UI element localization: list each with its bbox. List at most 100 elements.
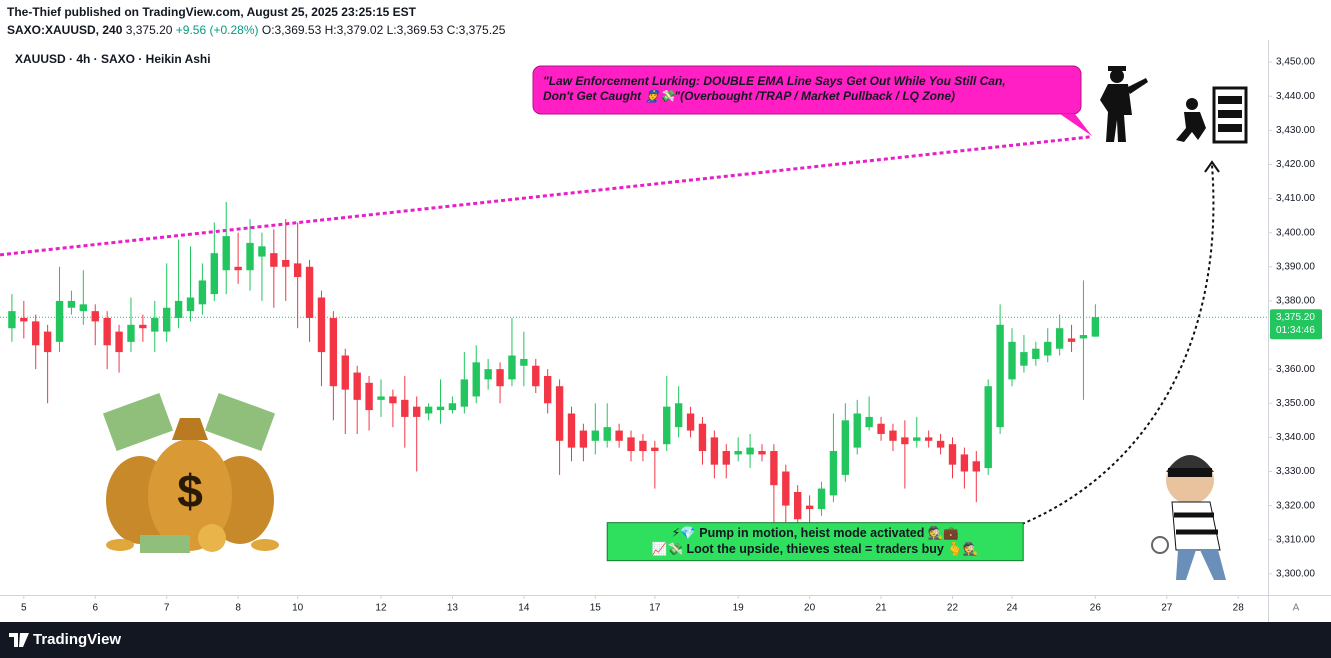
x-tick-label: 20 [804, 603, 816, 614]
x-tick-label: 24 [1006, 603, 1018, 614]
candle-body [162, 307, 171, 332]
candle-body [532, 365, 540, 387]
x-tick-label: 7 [164, 603, 170, 614]
x-tick-label: 8 [235, 603, 241, 614]
candle-body [651, 447, 659, 452]
y-tick-label: 3,360.00 [1276, 364, 1315, 375]
candle-body [877, 423, 885, 434]
candle-body [401, 399, 409, 417]
candle-body [424, 406, 433, 414]
candle-body [222, 236, 230, 271]
signal-line: 📈💸 Loot the upside, thieves steal = trad… [652, 541, 979, 556]
symbol-line: SAXO:XAUUSD, 240 3,375.20 +9.56 (+0.28%)… [7, 23, 505, 37]
y-tick-label: 3,380.00 [1276, 296, 1315, 307]
candle-body [305, 266, 314, 318]
candle-body [293, 263, 302, 278]
callout-box [532, 65, 1082, 115]
candle-body [686, 413, 695, 431]
trendline [0, 135, 1091, 257]
candle-body [282, 259, 290, 267]
candle-body [460, 379, 469, 407]
candle-body [746, 447, 754, 455]
candle-body [413, 406, 421, 417]
price-tag [1270, 309, 1322, 340]
candle-body [115, 331, 123, 353]
candle-body [1067, 338, 1076, 342]
candle-body [139, 324, 147, 329]
candle-body [674, 403, 683, 428]
candle-body [270, 253, 278, 267]
x-tick-label: 6 [92, 603, 98, 614]
candle-body [377, 396, 385, 400]
price: 3,375.20 [125, 23, 173, 37]
chart: XAUUSD · 4h · SAXO · Heikin Ashi "Law En… [0, 40, 1331, 622]
candle-body [889, 430, 897, 441]
candle-body [389, 396, 397, 404]
candle-body [258, 246, 266, 257]
money-bags: $ [102, 392, 279, 553]
candle-body [1091, 317, 1100, 337]
candle-body [43, 331, 52, 353]
candle-body [234, 266, 242, 271]
candle-body [484, 369, 492, 380]
y-tick-label: 3,430.00 [1276, 125, 1315, 136]
change: +9.56 (+0.28%) [175, 23, 259, 37]
candle-body [627, 437, 635, 452]
signal-box [606, 522, 1024, 562]
callout-pointer [1060, 114, 1092, 136]
candle-body [1020, 352, 1028, 366]
candle-body [186, 297, 195, 312]
y-tick-label: 3,340.00 [1276, 432, 1315, 443]
arrow-head [1204, 160, 1220, 173]
countdown-label: 01:34:46 [1276, 325, 1315, 336]
candle-body [639, 440, 647, 452]
thief-figure [1176, 86, 1248, 144]
candle-body [948, 444, 957, 465]
candle-body [436, 406, 445, 411]
candle-body [79, 304, 88, 312]
candle-body [91, 311, 99, 322]
candle-body [853, 413, 861, 448]
y-tick-label: 3,350.00 [1276, 398, 1315, 409]
y-tick-label: 3,400.00 [1276, 227, 1315, 238]
candle-body [1055, 328, 1064, 349]
candle-body [543, 375, 552, 404]
candle-body [508, 355, 516, 380]
x-tick-label: 14 [518, 603, 530, 614]
candle-body [663, 406, 671, 445]
y-tick-label: 3,310.00 [1276, 534, 1315, 545]
candle-body [734, 451, 742, 455]
candle-body [1044, 341, 1052, 356]
price-tag-label: 3,375.20 [1276, 312, 1315, 323]
candle-body [579, 430, 588, 448]
y-tick-label: 3,300.00 [1276, 568, 1315, 579]
y-tick-label: 3,320.00 [1276, 500, 1315, 511]
candle-body [996, 324, 1004, 428]
auto-scale-button[interactable]: A [1293, 603, 1300, 614]
y-tick-label: 3,390.00 [1276, 261, 1315, 272]
candle-body [936, 440, 945, 448]
candle-body [591, 430, 599, 441]
candle-body [1032, 348, 1040, 359]
x-tick-label: 27 [1161, 603, 1173, 614]
x-tick-label: 19 [733, 603, 745, 614]
candle-body [365, 382, 373, 411]
candle-body [722, 451, 730, 465]
candle-body [32, 321, 40, 346]
candle-body [841, 420, 850, 475]
candle-body [865, 416, 873, 428]
candle-body [20, 317, 28, 322]
candle-body [8, 311, 16, 329]
x-tick-label: 26 [1090, 603, 1102, 614]
svg-text:$: $ [177, 465, 203, 517]
y-tick-label: 3,420.00 [1276, 159, 1315, 170]
y-tick-label: 3,410.00 [1276, 193, 1315, 204]
candle-body [246, 242, 254, 271]
candle-body [924, 437, 933, 441]
candle-body [174, 300, 183, 318]
logo [9, 633, 29, 647]
candle-body [472, 362, 480, 397]
candle-body [567, 413, 576, 448]
signal-line: ⚡💎 Pump in motion, heist mode activated … [671, 525, 959, 540]
